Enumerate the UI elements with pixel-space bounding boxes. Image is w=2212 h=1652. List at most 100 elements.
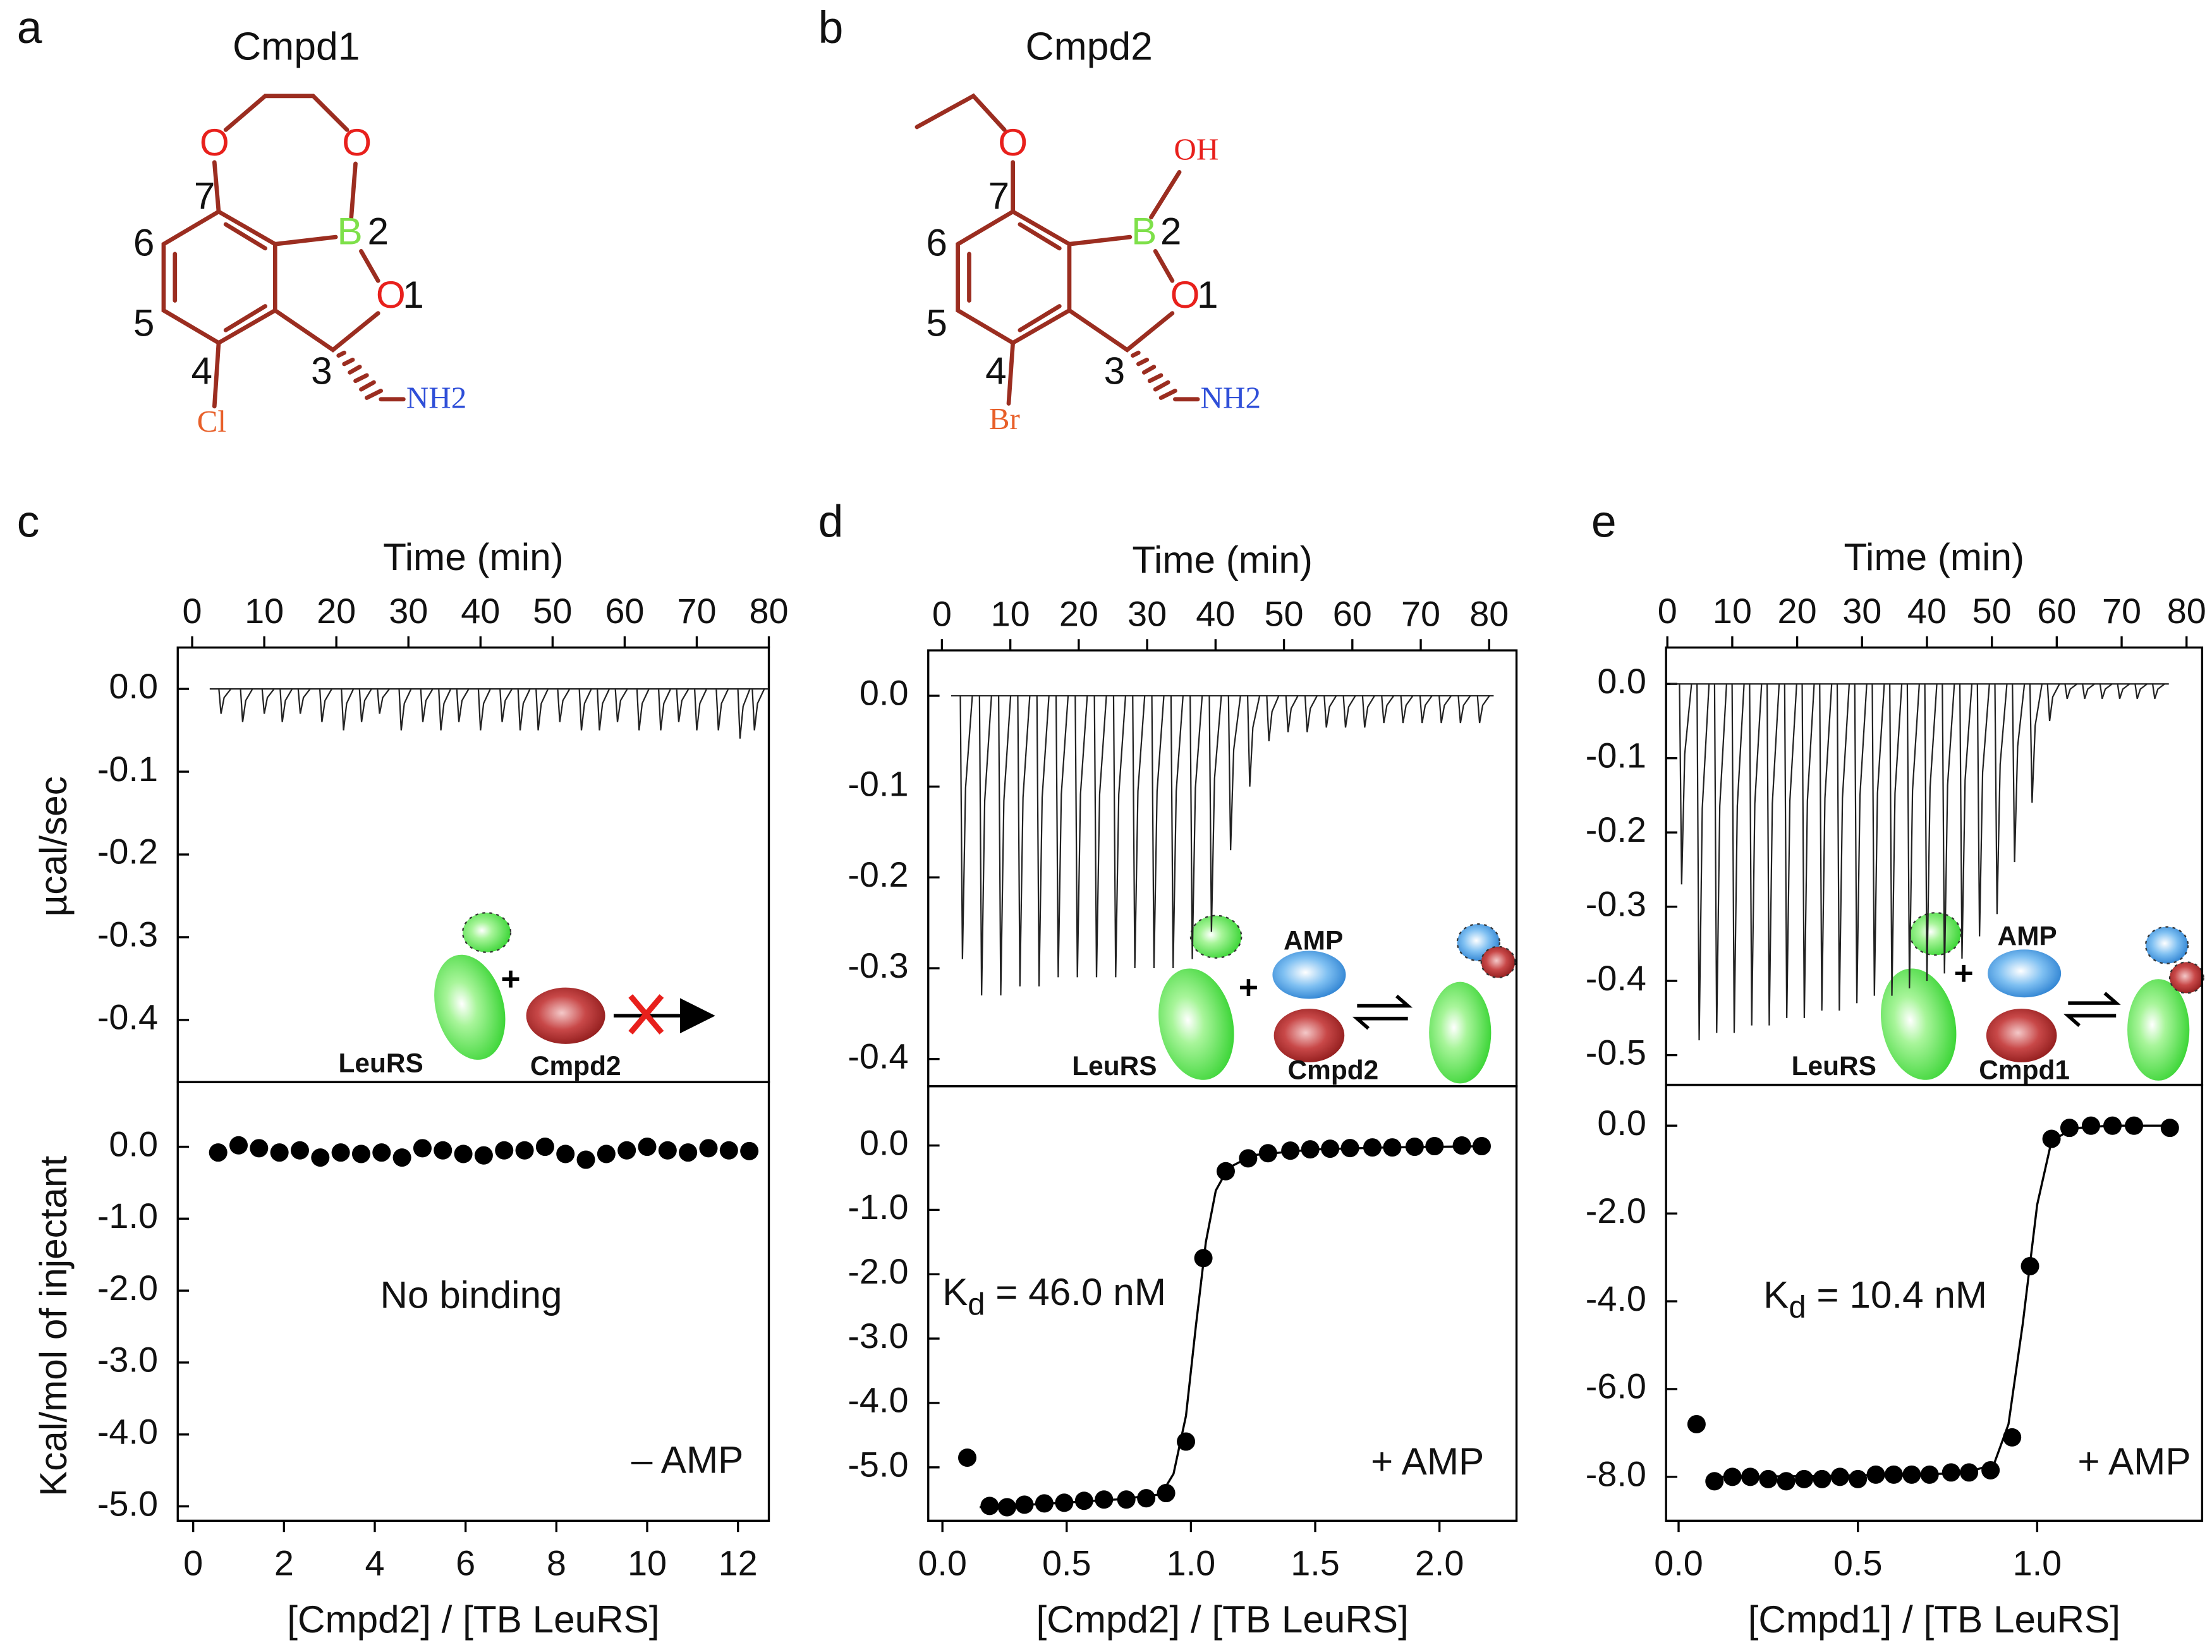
x-axis-label: Time (min) <box>1844 535 2024 578</box>
chart: 0.0 0.5 1.0 [Cmpd1] / [TB LeuRS] 0.0 -2.0 -4.0… <box>1586 1083 2204 1641</box>
injection-peak <box>2082 683 2095 700</box>
injection-peak <box>1476 695 1490 724</box>
inset-label: Cmpd2 <box>530 1051 621 1081</box>
data-point <box>1216 1162 1235 1181</box>
data-point <box>1705 1472 1724 1491</box>
data-point <box>372 1143 391 1162</box>
x-tick-label: 80 <box>749 591 788 631</box>
x-tick-label: 80 <box>1469 593 1509 633</box>
injection-peak <box>2151 683 2165 700</box>
x-tick-label: 20 <box>317 591 356 631</box>
injection-peak <box>2099 683 2113 700</box>
y-tick-label: -1.0 <box>848 1187 908 1227</box>
y-tick-label: -2.0 <box>97 1268 158 1308</box>
injection-peak <box>1304 695 1318 732</box>
data-point <box>556 1145 575 1163</box>
data-point <box>331 1143 350 1162</box>
x-tick-label: 40 <box>1907 591 1947 631</box>
inset-label: Cmpd2 <box>1288 1055 1379 1085</box>
injection-peak <box>1749 684 1763 1026</box>
injection-peak <box>477 688 491 731</box>
y-tick-label: -0.4 <box>848 1036 908 1076</box>
data-point <box>2081 1116 2100 1135</box>
x-tick-label: 0.5 <box>1042 1543 1091 1582</box>
injection-peak <box>1246 695 1261 787</box>
x-tick-label: 20 <box>1059 593 1098 633</box>
data-point <box>1920 1465 1939 1484</box>
data-point <box>658 1141 677 1160</box>
injection-peak <box>2134 683 2148 700</box>
data-point <box>434 1141 453 1160</box>
x-tick-label: 0 <box>932 593 952 633</box>
data-point <box>1383 1138 1402 1157</box>
data-point <box>1055 1493 1074 1512</box>
data-point <box>229 1136 248 1155</box>
y-axis-label: Kcal/mol of injectant <box>32 1155 75 1496</box>
injection-peak <box>1381 695 1395 724</box>
kd-text: = 46.0 nM <box>985 1270 1166 1313</box>
data-point <box>1340 1139 1359 1158</box>
locant: 6 <box>133 221 155 264</box>
injection-peak <box>1854 684 1868 1004</box>
x-tick-label: 6 <box>456 1543 475 1582</box>
injection-peak <box>1093 695 1107 978</box>
data-point <box>1687 1415 1706 1434</box>
x-axis-label: [Cmpd1] / [TB LeuRS] <box>1748 1598 2120 1641</box>
injection-peak <box>1323 695 1337 728</box>
data-point <box>1301 1140 1320 1159</box>
y-tick-label: -8.0 <box>1586 1454 1646 1494</box>
x-tick-label: 10 <box>991 593 1030 633</box>
kd-text: = 10.4 nM <box>1806 1273 1987 1316</box>
x-tick-label: 60 <box>1333 593 1372 633</box>
inset-label: LeuRS <box>1072 1051 1157 1081</box>
x-tick-label: 50 <box>533 591 572 631</box>
atom: O <box>376 273 406 316</box>
y-tick-label: 0.0 <box>1597 661 1646 701</box>
injection-peak <box>240 688 253 722</box>
data-point <box>1363 1138 1382 1157</box>
data-point <box>351 1145 370 1163</box>
data-point <box>1795 1469 1814 1488</box>
x-tick-label: 2.0 <box>1415 1543 1464 1582</box>
annotation: + AMP <box>2077 1440 2191 1483</box>
y-tick-label: -0.3 <box>848 945 908 985</box>
data-point <box>1902 1465 1921 1484</box>
panel-label: b <box>818 3 844 53</box>
data-point <box>1981 1461 2000 1479</box>
injection-peak <box>1189 695 1203 959</box>
injection-peak <box>1457 695 1471 724</box>
injection-peak <box>1959 684 1973 959</box>
data-point <box>679 1143 698 1162</box>
injection-peak <box>2029 684 2043 803</box>
atom: Cl <box>197 404 226 439</box>
data-point <box>290 1141 309 1160</box>
data-point <box>597 1145 616 1163</box>
y-tick-label: 0.0 <box>860 673 909 713</box>
injection-peak <box>1438 695 1452 724</box>
injection-peak <box>557 688 571 722</box>
data-point <box>1194 1249 1213 1268</box>
locant: 2 <box>367 210 389 253</box>
data-point <box>719 1141 738 1160</box>
injection-peak <box>1731 684 1745 1033</box>
data-point <box>997 1498 1016 1517</box>
x-tick-label: 0.5 <box>1833 1543 1883 1582</box>
data-point <box>1849 1469 1868 1488</box>
locant: 4 <box>985 349 1007 392</box>
x-tick-label: 0.0 <box>918 1543 967 1582</box>
data-point <box>1405 1138 1424 1157</box>
atom: O <box>1170 273 1200 316</box>
injection-peak <box>693 688 708 731</box>
kd-annotation: Kd = 10.4 nM <box>1763 1273 1987 1325</box>
injection-peak <box>1266 695 1280 741</box>
data-point <box>1425 1137 1444 1156</box>
locant: 3 <box>311 349 332 392</box>
x-tick-label: 50 <box>1265 593 1304 633</box>
injection-peak <box>1801 684 1815 1018</box>
injection-peak <box>1017 695 1031 987</box>
x-tick-label: 70 <box>2102 591 2141 631</box>
data-point <box>474 1146 493 1165</box>
x-tick-label: 12 <box>719 1543 758 1582</box>
annotation: – AMP <box>631 1438 743 1481</box>
y-tick-label: 0.0 <box>860 1122 909 1162</box>
